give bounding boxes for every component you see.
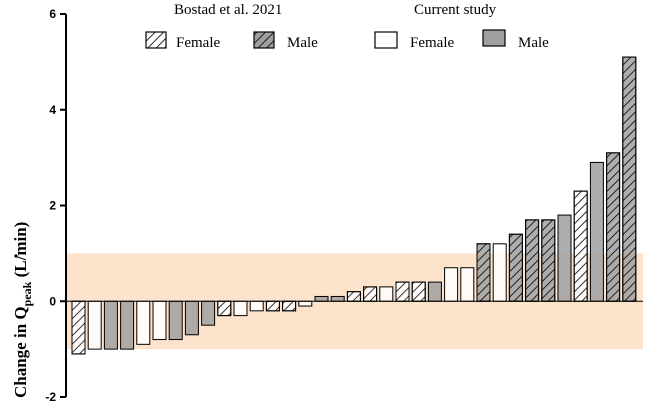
bar-hatch (363, 286, 378, 302)
y-axis-label-subscript: peak (20, 281, 34, 306)
y-tick-label: -2 (45, 390, 56, 404)
bar (233, 300, 248, 317)
bar (298, 300, 313, 307)
y-tick-label: 6 (49, 7, 56, 21)
bar (314, 295, 329, 302)
bar (103, 300, 118, 350)
legend-label-bostad-female: Female (176, 35, 220, 51)
y-tick-label: 0 (49, 294, 56, 308)
bar-hatch (265, 300, 280, 312)
legend-swatch-bostad-female (145, 31, 167, 49)
y-axis-label: Change in Qpeak (L/min) (11, 222, 34, 398)
y-tick-label: 4 (49, 103, 56, 117)
bar (379, 286, 394, 302)
legend: Bostad et al. 2021 Current study Female … (145, 2, 549, 51)
legend-group-title-bostad: Bostad et al. 2021 (174, 2, 282, 18)
bar-hatch (476, 243, 491, 302)
bar (87, 300, 102, 350)
bar-hatch (508, 233, 523, 302)
bar-hatch (395, 281, 410, 302)
bar-hatch (525, 219, 540, 302)
legend-swatch-current-female (374, 31, 398, 49)
bar-hatch (606, 152, 621, 302)
bar (589, 161, 604, 302)
bar-hatch (217, 300, 232, 317)
bar (330, 295, 345, 302)
bar (120, 300, 135, 350)
y-axis-ticks: -2 0 2 4 6 (45, 7, 66, 404)
bar-hatch (71, 300, 86, 355)
bar-hatch (282, 300, 297, 312)
bar-hatch (541, 219, 556, 302)
bars-group (71, 56, 637, 355)
y-tick-label: 2 (49, 199, 56, 213)
bar-hatch (346, 291, 361, 302)
y-axis-label-dot (14, 254, 18, 258)
legend-label-current-male: Male (518, 35, 549, 51)
bar (557, 214, 572, 302)
y-axis-label-symbol: Q (11, 306, 30, 319)
legend-swatch-current-male (482, 29, 506, 47)
bar (152, 300, 167, 341)
y-axis-label-unit: (L/min) (11, 222, 30, 282)
legend-label-current-female: Female (410, 35, 454, 51)
bar (427, 281, 442, 302)
bar (492, 243, 507, 302)
bar (460, 267, 475, 302)
legend-group-title-current: Current study (414, 2, 497, 18)
y-axis-label-prefix: Change in (11, 320, 30, 398)
bar-hatch (411, 281, 426, 302)
legend-swatch-bostad-male (253, 31, 275, 49)
bar (201, 300, 216, 326)
bar (168, 300, 183, 341)
bar-hatch (622, 56, 637, 302)
bar (444, 267, 459, 302)
bar (249, 300, 264, 312)
bar-hatch (573, 190, 588, 302)
bar (184, 300, 199, 336)
legend-label-bostad-male: Male (287, 35, 318, 51)
bar (136, 300, 151, 345)
